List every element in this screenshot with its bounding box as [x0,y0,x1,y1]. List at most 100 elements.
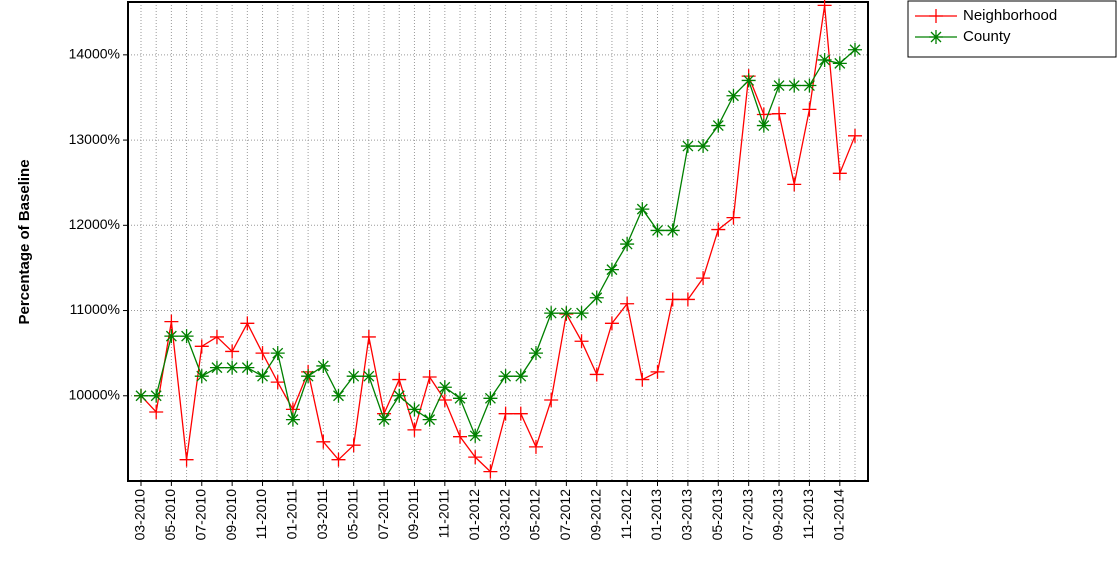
data-point [680,292,695,307]
data-point [544,393,559,408]
series-line [140,5,856,473]
x-tick-label: 11-2011 [436,489,452,539]
legend-label: County [963,28,1011,45]
data-point [377,412,392,427]
data-point [513,369,528,384]
data-point [346,438,361,453]
x-tick-label: 09-2010 [223,489,239,541]
data-point [194,369,209,384]
data-point [817,52,832,67]
data-point [361,329,376,344]
data-point [225,360,240,375]
x-tick-label: 05-2012 [527,489,543,541]
data-point [787,177,802,192]
data-point [179,452,194,467]
data-point [620,296,635,311]
data-point [802,78,817,93]
data-point [650,364,665,379]
data-point [604,316,619,331]
y-tick-label: 13000% [69,131,120,147]
data-point [711,118,726,133]
x-tick-label: 09-2011 [405,489,421,540]
data-point [650,223,665,238]
x-tick-label: 03-2013 [679,489,695,541]
x-tick-label: 07-2010 [192,489,208,541]
data-point [559,306,574,321]
x-tick-label: 07-2013 [739,489,755,541]
legend-marker [929,9,943,23]
data-point [407,422,422,437]
data-point [285,412,300,427]
data-point [422,370,437,385]
data-point [331,388,346,403]
data-point [620,237,635,252]
x-tick-label: 07-2012 [557,489,573,541]
data-point [589,367,604,382]
y-tick-label: 11000% [70,301,120,317]
data-point [240,360,255,375]
x-tick-label: 05-2013 [709,489,725,541]
data-point [848,42,862,57]
legend-box [907,0,1117,58]
data-point [483,464,498,479]
data-point [665,292,680,307]
data-point [453,391,468,406]
data-point [832,166,847,181]
x-tick-label: 07-2011 [375,489,391,540]
data-point [817,0,832,13]
x-tick-label: 01-2014 [831,489,847,541]
data-point [194,339,209,354]
data-point [513,406,528,421]
series-line [141,49,856,438]
data-point [726,210,741,225]
data-point [255,369,270,384]
x-tick-label: 09-2012 [587,489,603,541]
x-tick-label: 11-2012 [618,489,634,540]
data-point [832,56,847,71]
x-tick-label: 03-2012 [496,489,512,541]
data-point [544,306,559,321]
data-point [802,102,817,117]
data-point [635,202,650,217]
x-tick-label: 01-2012 [466,489,482,541]
data-point [361,369,376,384]
data-point [301,369,316,384]
legend-label: Neighborhood [963,7,1057,24]
data-point [346,369,361,384]
data-point [164,329,179,344]
data-point [528,346,543,361]
data-point [453,429,468,444]
data-point [498,406,513,421]
data-point [468,450,483,465]
data-point [604,262,619,277]
data-point [316,434,331,449]
data-point [772,78,787,93]
x-tick-label: 09-2013 [770,489,786,541]
data-point [635,372,650,387]
x-tick-label: 05-2010 [162,489,178,541]
data-point [149,388,164,403]
data-point [331,452,346,467]
data-point [240,316,255,331]
data-point [589,290,604,305]
data-point [726,88,741,103]
data-point [696,271,711,286]
data-point [437,380,452,395]
data-point [407,402,422,417]
data-point [179,329,194,344]
data-point [437,393,452,408]
data-point [696,139,711,154]
data-point [483,391,498,406]
data-point [422,412,437,427]
x-tick-label: 01-2011 [284,489,300,540]
data-point [848,128,862,143]
x-tick-label: 03-2011 [314,489,330,540]
data-point [574,334,589,349]
data-point [225,344,240,359]
data-point [711,222,726,237]
data-point [574,306,589,321]
x-tick-label: 03-2010 [132,489,148,541]
y-axis-label: Percentage of Baseline [16,159,33,324]
data-point [392,388,407,403]
